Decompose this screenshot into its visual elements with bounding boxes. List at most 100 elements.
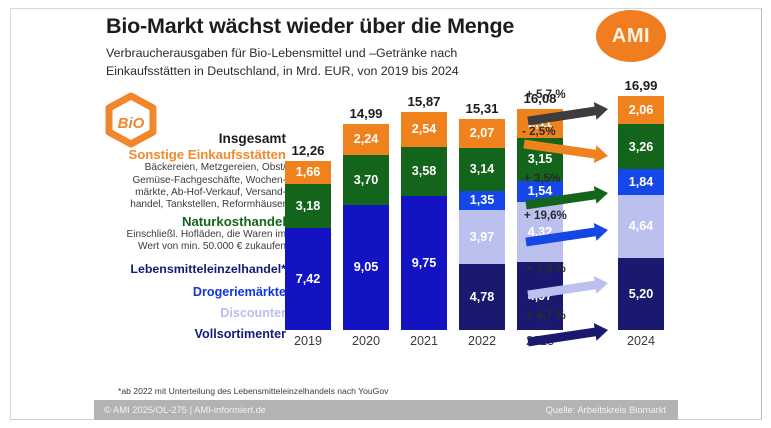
- x-axis-label: 2020: [351, 334, 381, 348]
- growth-arrow-icon: [527, 276, 608, 300]
- growth-percent-label: + 7,4 %: [526, 262, 566, 275]
- bio-badge-svg: BiO: [105, 92, 157, 148]
- bar-segment-label: 1,84: [628, 174, 654, 189]
- bar-segment-label: 4,78: [469, 289, 495, 304]
- footer-source: Quelle: Arbeitskreis Biomarkt: [545, 404, 666, 415]
- growth-percent-label: + 4,7 %: [526, 309, 566, 322]
- chart-footnote: *ab 2022 mit Unterteilung des Lebensmitt…: [118, 386, 389, 396]
- frame-border-top: [10, 8, 762, 9]
- bar-total-label: 14,99: [349, 105, 383, 121]
- ami-logo-text: AMI: [611, 24, 651, 47]
- legend-naturkost-description: Einschließl. Hofläden, die Waren im Wert…: [86, 229, 286, 254]
- bar-segment: 9,05: [343, 205, 389, 330]
- bar-total-label: 12,26: [291, 143, 325, 159]
- growth-arrow-icon: [525, 223, 608, 247]
- bar-segment: 3,18: [285, 184, 331, 228]
- growth-annotation: + 4,7 %: [526, 309, 610, 348]
- bar-segment: 3,58: [401, 146, 447, 196]
- bar-segment: 1,66: [285, 161, 331, 185]
- growth-annotation: + 19,6%: [524, 209, 610, 248]
- bar-segment-label: 9,75: [411, 255, 437, 270]
- bar-segment: 5,20: [618, 258, 664, 330]
- bar-segment: 2,54: [401, 111, 447, 147]
- bar-segment-label: 3,97: [469, 229, 495, 244]
- x-axis-label: 2024: [626, 334, 656, 348]
- growth-arrow-icon: [523, 139, 608, 164]
- bar-group: 15,31 2,07 3,14 1,35 3,97 4,78 2022: [459, 101, 505, 348]
- bar-segment-label: 1,66: [295, 165, 321, 180]
- page-subtitle-line-2: Einkaufsstätten in Deutschland, in Mrd. …: [106, 63, 459, 78]
- bar-total-label: 16,08: [523, 90, 557, 106]
- footer-bar: © AMI 2025/OL-275 | AMI-informiert.de Qu…: [94, 400, 678, 420]
- growth-annotation: + 7,4 %: [526, 262, 610, 301]
- bar-segment-label: 1,35: [469, 192, 495, 207]
- page-title: Bio-Markt wächst wieder über die Menge: [106, 14, 515, 38]
- bar-total-label: 16,99: [624, 78, 658, 94]
- bar-segment: 4,78: [459, 264, 505, 330]
- bar-group: 16,99 2,06 3,26 1,84 4,64 5,20 2024: [618, 78, 664, 348]
- legend-sonstige-desc-line-2: Gemüse-Fachgeschäfte, Wochen-: [132, 174, 286, 186]
- growth-percent-label: + 5,7 %: [526, 88, 566, 101]
- bar-segment-label: 4,64: [628, 219, 654, 234]
- legend-item-naturkosthandel: Naturkosthandel: [181, 213, 286, 229]
- bar-segment-label: 3,70: [353, 172, 379, 187]
- page-subtitle: Verbraucherausgaben für Bio-Lebensmittel…: [106, 45, 576, 81]
- svg-text:BiO: BiO: [118, 115, 145, 132]
- bar-segment-label: 2,24: [353, 131, 379, 146]
- bar-segment-label: 2,54: [411, 121, 437, 136]
- growth-arrow-icon: [525, 186, 608, 210]
- legend-item-sonstige: Sonstige Einkaufsstätten: [128, 146, 286, 162]
- bar-segment: 9,75: [401, 195, 447, 330]
- bar-segment: 2,06: [618, 96, 664, 125]
- bar-segment: 3,97: [459, 209, 505, 265]
- legend-item-vollsortimenter: Vollsortimenter: [194, 326, 286, 341]
- bar-segment: 2,07: [459, 119, 505, 148]
- bar-segment: 3,26: [618, 124, 664, 170]
- bio-badge-icon: BiO: [100, 92, 162, 150]
- bar-total-label: 15,87: [407, 93, 441, 109]
- bar-group: 16,082,113,151,544,324,972023: [517, 91, 563, 348]
- bar-group: 12,26 1,66 3,18 7,42 2019: [285, 143, 331, 348]
- growth-annotation: - 2,5%: [522, 125, 610, 164]
- bar-segment-label: 2,07: [469, 126, 495, 141]
- bar-group: 15,87 2,54 3,58 9,75 2021: [401, 94, 447, 348]
- bar-segment: 7,42: [285, 227, 331, 330]
- bar-segment: 4,64: [618, 194, 664, 259]
- bar-total-label: 15,31: [465, 101, 499, 117]
- growth-annotation: + 5,7 %: [526, 88, 610, 127]
- bar-segment: 3,70: [343, 154, 389, 206]
- bar-segment: 1,84: [618, 169, 664, 195]
- bar-segment-label: 3,15: [527, 151, 553, 166]
- legend-sonstige-desc-line-4: handel, Tankstellen, Reformhäuser: [130, 199, 286, 211]
- bar-segment-label: 3,18: [295, 198, 321, 213]
- bar-segment-label: 7,42: [295, 271, 321, 286]
- bar-segment-label: 2,06: [628, 102, 654, 117]
- legend-naturkost-desc-line-1: Einschließl. Hofläden, die Waren im: [126, 229, 286, 241]
- legend-sonstige-desc-line-1: Bäckereien, Metzgereien, Obst/: [144, 162, 286, 174]
- ami-logo: AMI: [596, 10, 666, 62]
- bar-segment: 1,35: [459, 191, 505, 210]
- frame-border-left: [10, 8, 11, 420]
- footer-copyright: © AMI 2025/OL-275 | AMI-informiert.de: [104, 404, 267, 415]
- legend-labels: Insgesamt Sonstige Einkaufsstätten Bäcke…: [86, 132, 286, 341]
- legend-item-drogeriemaerkte: Drogeriemärkte: [192, 285, 286, 300]
- x-axis-label: 2022: [467, 334, 497, 348]
- growth-annotation: + 3,5%: [524, 172, 610, 211]
- x-axis-label: 2021: [409, 334, 439, 348]
- legend-sonstige-description: Bäckereien, Metzgereien, Obst/ Gemüse-Fa…: [86, 162, 286, 211]
- bar-segment: 3,15: [517, 137, 563, 181]
- growth-percent-label: + 19,6%: [524, 209, 567, 222]
- stacked-bar-chart: 12,26 1,66 3,18 7,42 2019 14,99 2,24 3,70 9,05 20…: [280, 78, 700, 358]
- bar-group: 14,99 2,24 3,70 9,05 2020: [343, 106, 389, 348]
- growth-percent-label: - 2,5%: [522, 125, 556, 138]
- bar-segment: 3,14: [459, 147, 505, 191]
- legend-naturkost-desc-line-2: Wert von min. 50.000 € zukaufen: [138, 241, 286, 253]
- bar-segment: 2,24: [343, 123, 389, 155]
- bar-segment-label: 9,05: [353, 260, 379, 275]
- legend-item-lebensmitteleinzelhandel: Lebensmitteleinzelhandel*: [130, 261, 286, 276]
- x-axis-label: 2019: [293, 334, 323, 348]
- legend-sonstige-desc-line-3: märkte, Ab-Hof-Verkauf, Versand-: [135, 186, 286, 198]
- growth-percent-label: + 3,5%: [524, 172, 561, 185]
- legend-item-insgesamt: Insgesamt: [218, 131, 286, 146]
